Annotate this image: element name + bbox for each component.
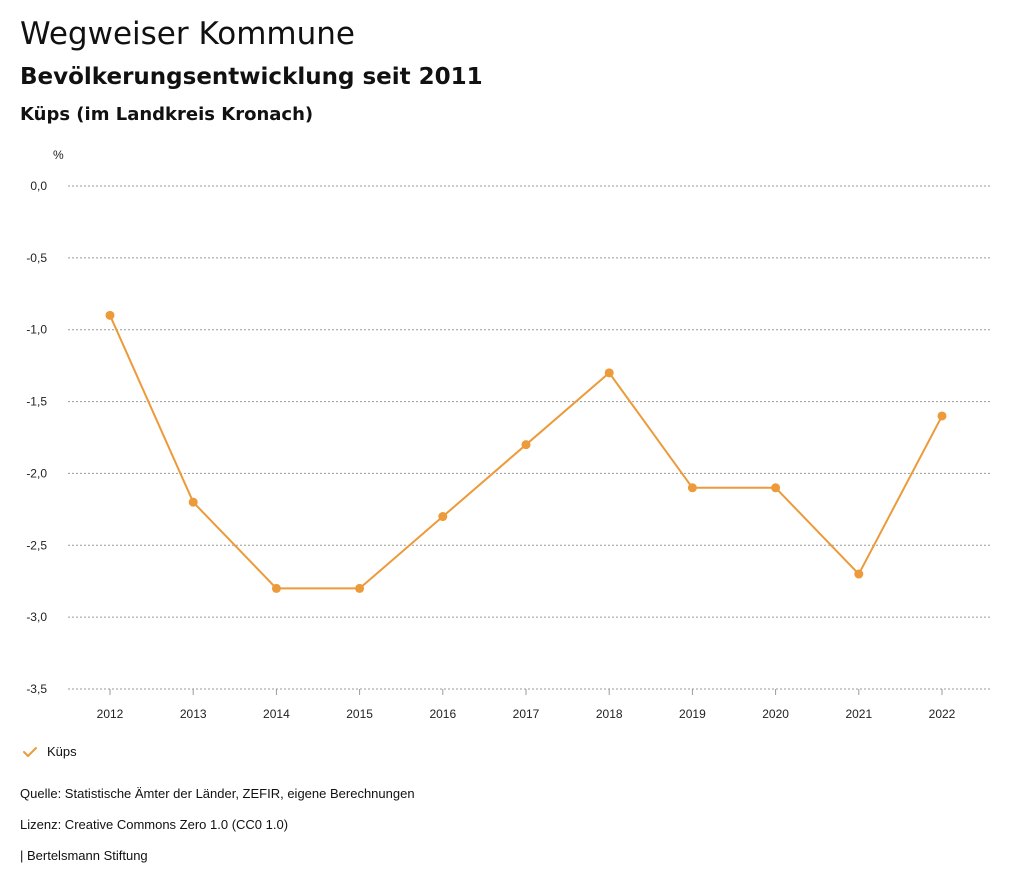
credit-note[interactable]: | Bertelsmann Stiftung bbox=[20, 848, 148, 863]
data-point[interactable] bbox=[188, 497, 198, 507]
x-tick-label: 2018 bbox=[596, 707, 623, 721]
y-tick-label: 0,0 bbox=[30, 179, 47, 193]
page-title: Wegweiser Kommune bbox=[20, 16, 355, 52]
legend-item-kueps[interactable]: Küps bbox=[22, 744, 77, 759]
x-tick-label: 2022 bbox=[929, 707, 956, 721]
x-tick-label: 2017 bbox=[513, 707, 540, 721]
series-kueps[interactable] bbox=[105, 310, 947, 593]
y-tick-label: -3,5 bbox=[26, 682, 47, 696]
data-point[interactable] bbox=[521, 440, 531, 450]
x-tick-label: 2013 bbox=[180, 707, 207, 721]
x-tick-label: 2014 bbox=[263, 707, 290, 721]
y-tick-label: -3,0 bbox=[26, 610, 47, 624]
data-point[interactable] bbox=[604, 368, 614, 378]
y-axis-unit-label: % bbox=[53, 148, 64, 162]
chart-subtitle: Bevölkerungsentwicklung seit 2011 bbox=[20, 64, 483, 90]
data-point[interactable] bbox=[937, 411, 947, 421]
legend-label: Küps bbox=[47, 744, 77, 759]
license-note[interactable]: Lizenz: Creative Commons Zero 1.0 (CC0 1… bbox=[20, 817, 289, 832]
data-point[interactable] bbox=[271, 583, 281, 593]
x-tick-label: 2012 bbox=[97, 707, 124, 721]
x-tick-label: 2016 bbox=[429, 707, 456, 721]
data-point[interactable] bbox=[105, 310, 115, 320]
y-axis-ticks: 0,0 -0,5 -1,0 -1,5 -2,0 -2,5 -3,0 -3,5 bbox=[26, 179, 47, 696]
x-axis-ticks: 2012 2013 2014 2015 2016 2017 2018 2019 2020 2021… bbox=[97, 689, 956, 721]
y-tick-label: -1,5 bbox=[26, 395, 47, 409]
y-tick-label: -2,0 bbox=[26, 466, 47, 480]
x-tick-label: 2020 bbox=[762, 707, 789, 721]
data-point[interactable] bbox=[771, 483, 781, 493]
data-point[interactable] bbox=[438, 512, 448, 522]
data-point[interactable] bbox=[687, 483, 697, 493]
series-line bbox=[109, 314, 943, 590]
x-tick-label: 2019 bbox=[679, 707, 706, 721]
data-point[interactable] bbox=[355, 583, 365, 593]
y-tick-label: -2,5 bbox=[26, 538, 47, 552]
data-point[interactable] bbox=[854, 569, 864, 579]
source-note: Quelle: Statistische Ämter der Länder, Z… bbox=[20, 786, 415, 801]
region-label: Küps (im Landkreis Kronach) bbox=[20, 104, 314, 125]
x-tick-label: 2021 bbox=[845, 707, 872, 721]
check-icon bbox=[23, 746, 37, 757]
line-chart: % 0,0-0,5-1,0-1,5-2,0-2,5-3,0-3,5 2012 20… bbox=[26, 148, 990, 721]
y-tick-label: -0,5 bbox=[26, 251, 47, 265]
y-tick-label: -1,0 bbox=[26, 323, 47, 337]
grid-lines bbox=[68, 185, 990, 690]
x-tick-label: 2015 bbox=[346, 707, 373, 721]
